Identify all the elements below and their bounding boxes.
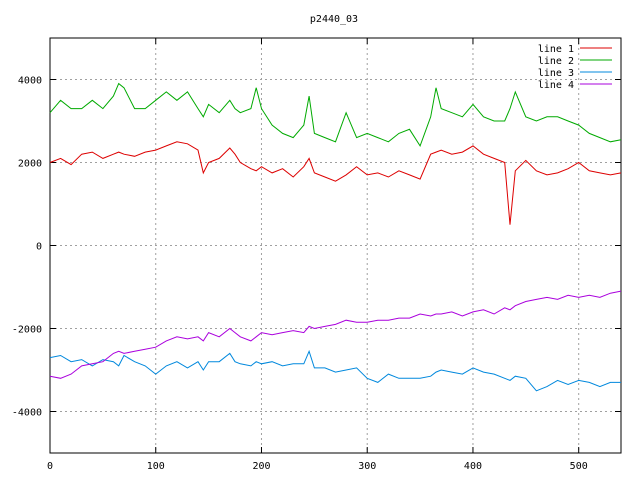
y-tick-label: 4000 [18, 76, 42, 87]
legend-label-line-4: line 4 [538, 80, 574, 91]
x-tick-label: 400 [464, 461, 482, 472]
series-line-3-line [49, 349, 621, 392]
series-line-4-line [49, 290, 622, 379]
chart-title: p2440_03 [310, 14, 358, 25]
y-tick-label: -4000 [12, 408, 42, 419]
x-axis: 0 100 200 300 400 500 [47, 38, 588, 472]
x-tick-label: 300 [358, 461, 376, 472]
legend-label-line-3: line 3 [538, 68, 574, 79]
legend-label-line-2: line 2 [538, 56, 574, 67]
y-tick-label: 2000 [18, 159, 42, 170]
x-tick-label: 500 [570, 461, 588, 472]
grid [50, 38, 621, 453]
x-tick-label: 100 [147, 461, 165, 472]
series-line-1-line [49, 141, 622, 225]
y-tick-label: -2000 [12, 325, 42, 336]
x-tick-label: 0 [47, 461, 53, 472]
series-line-2-line [49, 82, 622, 148]
x-tick-label: 200 [252, 461, 270, 472]
legend-label-line-1: line 1 [538, 44, 574, 55]
series-group [49, 82, 622, 392]
y-axis: -4000 -2000 0 2000 4000 [12, 76, 621, 419]
y-tick-label: 0 [36, 242, 42, 253]
